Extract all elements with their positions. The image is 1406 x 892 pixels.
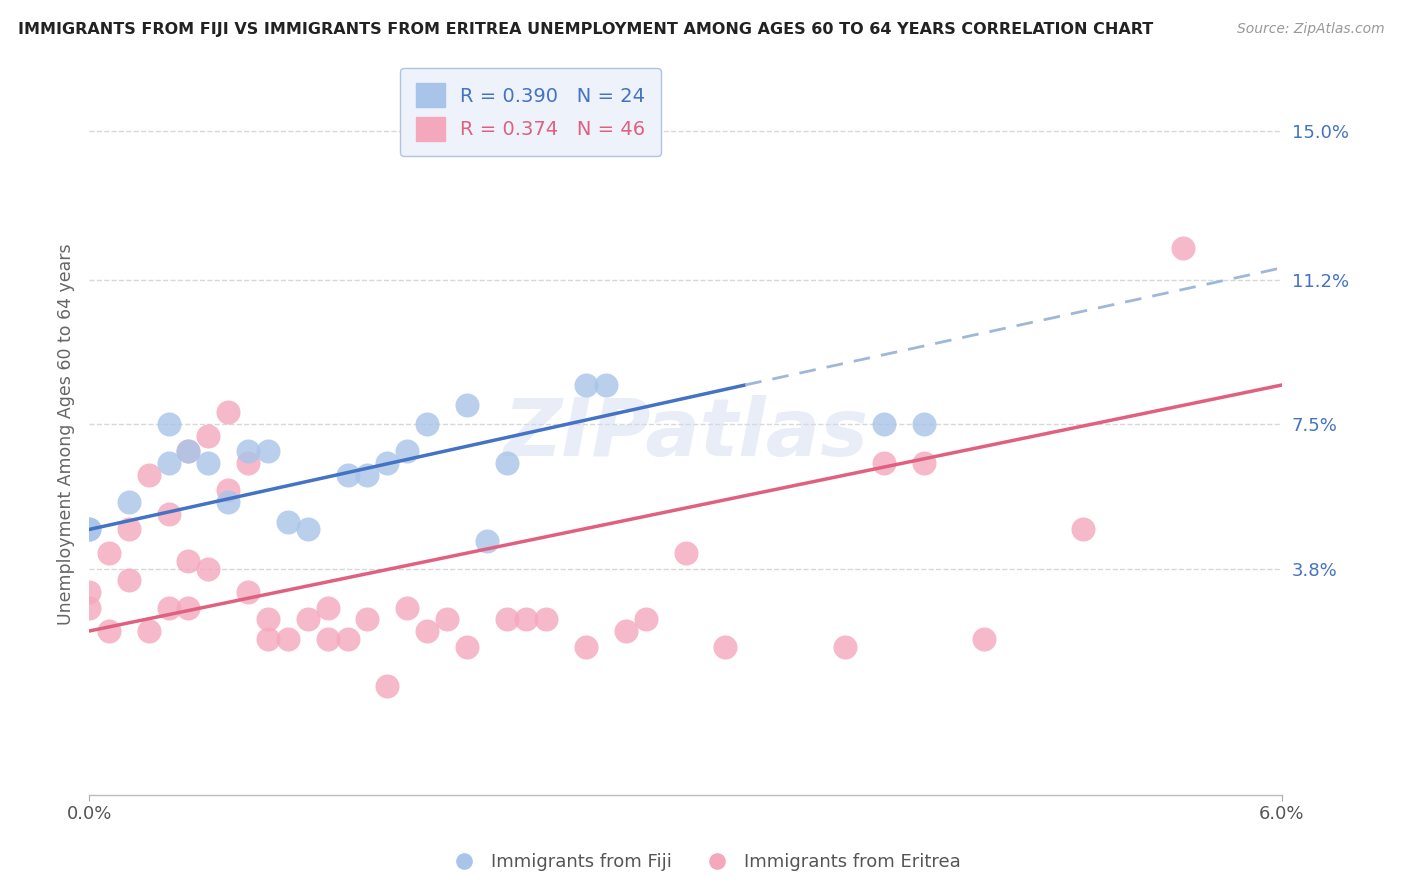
Point xyxy=(575,640,598,654)
Point xyxy=(356,467,378,482)
Point xyxy=(316,632,339,646)
Point xyxy=(356,612,378,626)
Point xyxy=(495,612,517,626)
Point xyxy=(495,456,517,470)
Point xyxy=(217,405,239,419)
Point xyxy=(973,632,995,646)
Point xyxy=(217,483,239,498)
Point xyxy=(217,495,239,509)
Point xyxy=(416,417,439,431)
Point xyxy=(834,640,856,654)
Point xyxy=(197,429,219,443)
Point xyxy=(97,624,120,638)
Point xyxy=(236,444,259,458)
Point xyxy=(77,523,100,537)
Point xyxy=(436,612,458,626)
Point xyxy=(912,456,935,470)
Point xyxy=(873,456,896,470)
Point xyxy=(77,600,100,615)
Y-axis label: Unemployment Among Ages 60 to 64 years: Unemployment Among Ages 60 to 64 years xyxy=(58,243,75,624)
Point xyxy=(416,624,439,638)
Point xyxy=(157,456,180,470)
Point xyxy=(177,444,200,458)
Text: Source: ZipAtlas.com: Source: ZipAtlas.com xyxy=(1237,22,1385,37)
Point xyxy=(912,417,935,431)
Point xyxy=(634,612,657,626)
Point xyxy=(138,467,160,482)
Point xyxy=(475,534,498,549)
Point xyxy=(257,444,280,458)
Point xyxy=(675,546,697,560)
Point xyxy=(336,632,359,646)
Point xyxy=(236,456,259,470)
Point xyxy=(118,523,141,537)
Point xyxy=(157,507,180,521)
Point xyxy=(118,574,141,588)
Point xyxy=(277,632,299,646)
Point xyxy=(197,456,219,470)
Point xyxy=(177,444,200,458)
Point xyxy=(1171,241,1194,255)
Point xyxy=(614,624,637,638)
Legend: Immigrants from Fiji, Immigrants from Eritrea: Immigrants from Fiji, Immigrants from Er… xyxy=(439,847,967,879)
Point xyxy=(714,640,737,654)
Point xyxy=(236,585,259,599)
Point xyxy=(536,612,558,626)
Text: IMMIGRANTS FROM FIJI VS IMMIGRANTS FROM ERITREA UNEMPLOYMENT AMONG AGES 60 TO 64: IMMIGRANTS FROM FIJI VS IMMIGRANTS FROM … xyxy=(18,22,1153,37)
Point xyxy=(575,378,598,392)
Point xyxy=(157,600,180,615)
Point xyxy=(97,546,120,560)
Point xyxy=(873,417,896,431)
Point xyxy=(595,378,617,392)
Legend: R = 0.390   N = 24, R = 0.374   N = 46: R = 0.390 N = 24, R = 0.374 N = 46 xyxy=(399,68,661,156)
Point xyxy=(257,632,280,646)
Point xyxy=(118,495,141,509)
Point xyxy=(396,600,419,615)
Point xyxy=(456,640,478,654)
Point xyxy=(375,456,398,470)
Point xyxy=(257,612,280,626)
Point xyxy=(277,515,299,529)
Point xyxy=(77,585,100,599)
Point xyxy=(375,679,398,693)
Point xyxy=(515,612,537,626)
Point xyxy=(456,397,478,411)
Point xyxy=(77,523,100,537)
Point xyxy=(396,444,419,458)
Point xyxy=(316,600,339,615)
Text: ZIPatlas: ZIPatlas xyxy=(503,395,868,473)
Point xyxy=(197,561,219,575)
Point xyxy=(297,612,319,626)
Point xyxy=(297,523,319,537)
Point xyxy=(177,554,200,568)
Point xyxy=(1071,523,1094,537)
Point xyxy=(157,417,180,431)
Point xyxy=(177,600,200,615)
Point xyxy=(138,624,160,638)
Point xyxy=(336,467,359,482)
